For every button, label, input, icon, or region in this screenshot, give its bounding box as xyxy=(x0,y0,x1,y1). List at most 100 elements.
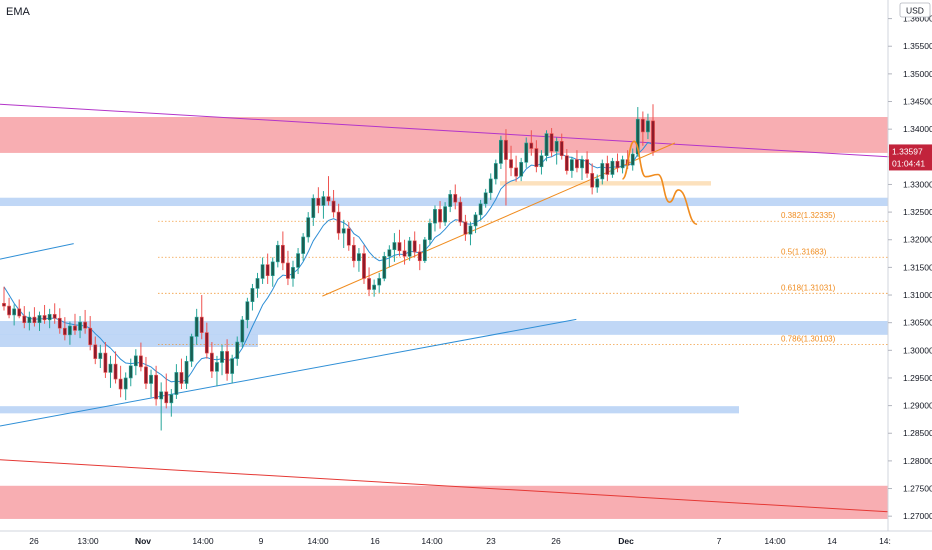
candle-body xyxy=(397,242,402,252)
x-tick-label: 14:00 xyxy=(192,536,214,546)
candle-body xyxy=(240,319,245,343)
candle-body xyxy=(346,228,351,246)
currency-badge[interactable] xyxy=(899,2,931,18)
candle-body xyxy=(245,301,250,321)
fib-level-label: 0.382(1.32335) xyxy=(781,211,836,220)
candle-body xyxy=(595,178,600,188)
y-tick-label: 1.35500 xyxy=(903,41,932,51)
fibonacci-layer: 0.382(1.32335) 0.5(1.31683) 0.618(1.31031)… xyxy=(158,211,888,346)
trendline-purple xyxy=(0,103,889,158)
candle-body xyxy=(22,315,27,323)
candle-body xyxy=(357,253,361,262)
candle-body xyxy=(32,316,37,323)
x-tick-label: 14 xyxy=(827,536,837,546)
candle-body xyxy=(291,267,295,279)
x-tick-label: 13:00 xyxy=(77,536,99,546)
candle-body xyxy=(37,315,42,323)
candle-body xyxy=(382,256,387,279)
candle-body xyxy=(488,178,493,194)
x-tick-label: 26 xyxy=(551,536,561,546)
candle-body xyxy=(174,372,179,395)
forecast-path xyxy=(621,140,698,226)
candle-body xyxy=(306,217,311,238)
candle-body xyxy=(42,315,47,321)
candle-body xyxy=(377,278,382,286)
candle-body xyxy=(78,321,82,331)
price-scale-bg xyxy=(888,0,932,550)
y-tick-label: 1.34000 xyxy=(903,124,932,134)
candle-body xyxy=(159,391,164,400)
candle-body xyxy=(412,240,417,253)
candle-body xyxy=(88,327,93,346)
fib-level-label: 0.618(1.31031) xyxy=(781,283,836,292)
ema-layer xyxy=(3,141,654,383)
candles-layer xyxy=(2,104,655,431)
candle-body xyxy=(646,120,650,133)
y-tick-label: 1.30000 xyxy=(903,345,932,355)
y-tick-label: 1.36000 xyxy=(903,14,932,24)
candle-body xyxy=(17,308,22,317)
candle-body xyxy=(149,374,153,384)
candle-body xyxy=(7,305,11,316)
x-tick-label: 26 xyxy=(29,536,39,546)
candle-body xyxy=(98,352,103,359)
candle-body xyxy=(12,308,17,316)
x-tick-label: 14: xyxy=(879,536,891,546)
candle-body xyxy=(580,159,584,169)
support-zone-2 xyxy=(0,197,888,207)
candle-body xyxy=(630,153,635,166)
support-zone-3 xyxy=(0,321,888,335)
candle-body xyxy=(549,133,554,152)
candle-body xyxy=(529,142,534,149)
indicator-label: EMA xyxy=(6,6,30,18)
candle-body xyxy=(194,316,199,337)
currency-label: USD xyxy=(906,6,924,16)
candle-body xyxy=(422,239,427,262)
last-price-countdown: 01:04:41 xyxy=(892,158,925,168)
y-tick-label: 1.32500 xyxy=(903,207,932,217)
candle-body xyxy=(154,374,158,400)
candle-body xyxy=(123,377,128,390)
candle-body xyxy=(204,332,209,354)
support-zone-6 xyxy=(500,181,711,186)
candle-body xyxy=(428,222,432,241)
candle-body xyxy=(210,352,214,372)
candle-body xyxy=(179,372,184,384)
trendline-red xyxy=(0,459,889,513)
candle-body xyxy=(610,160,615,175)
support-zone-4 xyxy=(0,334,258,347)
candle-body xyxy=(2,303,6,307)
candle-body xyxy=(296,253,300,268)
candle-body xyxy=(544,133,549,157)
candle-body xyxy=(118,378,123,390)
candle-body xyxy=(164,391,169,404)
x-tick-label: Dec xyxy=(618,536,634,546)
candle-body xyxy=(133,355,138,367)
candle-body xyxy=(321,196,326,206)
y-tick-label: 1.28500 xyxy=(903,428,932,438)
candle-body xyxy=(189,336,194,362)
candle-body xyxy=(265,264,270,276)
zones-layer xyxy=(0,116,888,519)
candle-body xyxy=(57,317,62,329)
candle-body xyxy=(113,363,118,380)
candle-body xyxy=(554,141,559,152)
candle-body xyxy=(235,341,240,359)
candle-body xyxy=(225,351,229,374)
x-tick-label: 16 xyxy=(370,536,380,546)
candle-body xyxy=(362,253,366,279)
candle-body xyxy=(250,288,255,302)
y-tick-label: 1.32000 xyxy=(903,235,932,245)
candle-body xyxy=(514,167,518,177)
candle-body xyxy=(255,278,260,289)
fib-level-label: 0.786(1.30103) xyxy=(781,335,836,344)
candle-body xyxy=(570,159,574,171)
fib-level-label: 0.5(1.31683) xyxy=(781,247,827,256)
y-tick-label: 1.27000 xyxy=(903,511,932,521)
candle-body xyxy=(301,236,306,254)
candle-body xyxy=(417,251,422,262)
candle-body xyxy=(336,211,341,234)
candle-body xyxy=(605,163,610,175)
